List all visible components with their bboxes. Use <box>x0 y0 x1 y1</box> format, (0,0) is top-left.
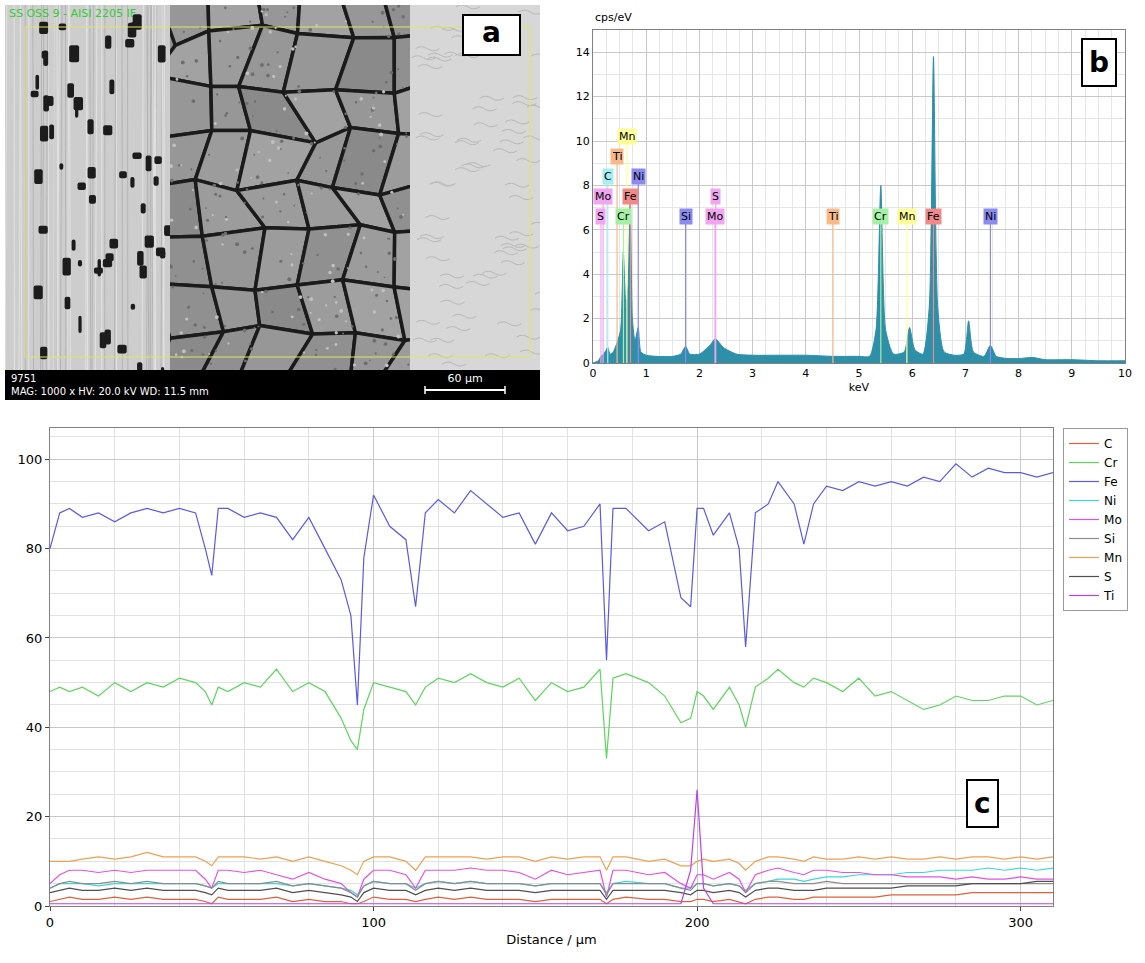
svg-text:200: 200 <box>685 915 710 930</box>
svg-text:S: S <box>597 210 604 223</box>
svg-text:6: 6 <box>909 367 916 380</box>
svg-text:Ti: Ti <box>1103 589 1114 603</box>
svg-text:60: 60 <box>26 631 43 646</box>
svg-text:Mn: Mn <box>899 210 915 223</box>
svg-text:8: 8 <box>1015 367 1022 380</box>
svg-text:0: 0 <box>583 357 590 370</box>
svg-text:C: C <box>1104 437 1112 451</box>
svg-text:4: 4 <box>802 367 809 380</box>
svg-text:SS OSS 9 - AISI 2205 IF: SS OSS 9 - AISI 2205 IF <box>9 7 136 20</box>
svg-text:8: 8 <box>583 179 590 192</box>
svg-text:Si: Si <box>1104 532 1115 546</box>
svg-text:5: 5 <box>856 367 863 380</box>
svg-text:20: 20 <box>26 809 43 824</box>
svg-text:S: S <box>1104 570 1112 584</box>
svg-text:Mo: Mo <box>595 190 611 203</box>
svg-text:Cr: Cr <box>617 210 630 223</box>
svg-text:Ni: Ni <box>985 210 996 223</box>
svg-text:Mn: Mn <box>1104 551 1122 565</box>
svg-text:Ti: Ti <box>612 150 622 163</box>
svg-text:Mn: Mn <box>619 130 635 143</box>
svg-text:1: 1 <box>643 367 650 380</box>
svg-text:7: 7 <box>962 367 969 380</box>
svg-text:Cr: Cr <box>1104 456 1117 470</box>
svg-text:Ti: Ti <box>828 210 838 223</box>
svg-text:40: 40 <box>26 720 43 735</box>
svg-text:4: 4 <box>583 268 590 281</box>
svg-text:100: 100 <box>361 915 386 930</box>
svg-text:cps/eV: cps/eV <box>595 11 632 24</box>
svg-text:9751: 9751 <box>11 373 36 384</box>
svg-text:3: 3 <box>749 367 756 380</box>
svg-text:10: 10 <box>1118 367 1132 380</box>
svg-text:Mo: Mo <box>707 210 723 223</box>
svg-text:Fe: Fe <box>624 190 637 203</box>
svg-text:0: 0 <box>590 367 597 380</box>
svg-text:b: b <box>1089 46 1109 79</box>
svg-text:Cr: Cr <box>874 210 887 223</box>
svg-text:Si: Si <box>681 210 691 223</box>
svg-text:Ni: Ni <box>1104 494 1116 508</box>
svg-text:Mo: Mo <box>1104 513 1122 527</box>
svg-text:12: 12 <box>576 90 590 103</box>
svg-text:keV: keV <box>849 381 870 394</box>
svg-text:2: 2 <box>696 367 703 380</box>
svg-text:14: 14 <box>576 46 590 59</box>
svg-text:2: 2 <box>583 312 590 325</box>
html-text:a: a <box>482 16 501 49</box>
svg-text:0: 0 <box>46 915 54 930</box>
svg-text:C: C <box>604 170 612 183</box>
svg-text:10: 10 <box>576 135 590 148</box>
svg-text:Ni: Ni <box>633 170 644 183</box>
svg-text:60 µm: 60 µm <box>447 372 482 385</box>
svg-text:80: 80 <box>26 541 43 556</box>
svg-text:Distance / µm: Distance / µm <box>506 932 596 947</box>
svg-text:Fe: Fe <box>927 210 940 223</box>
svg-text:6: 6 <box>583 224 590 237</box>
svg-text:0: 0 <box>34 899 42 914</box>
svg-text:MAG: 1000 x HV: 20.0 kV WD: 11: MAG: 1000 x HV: 20.0 kV WD: 11.5 mm <box>11 386 209 397</box>
svg-text:S: S <box>712 190 719 203</box>
svg-text:300: 300 <box>1008 915 1033 930</box>
svg-text:c: c <box>974 787 991 820</box>
svg-text:Fe: Fe <box>1104 475 1118 489</box>
svg-text:9: 9 <box>1068 367 1075 380</box>
svg-text:100: 100 <box>18 452 43 467</box>
